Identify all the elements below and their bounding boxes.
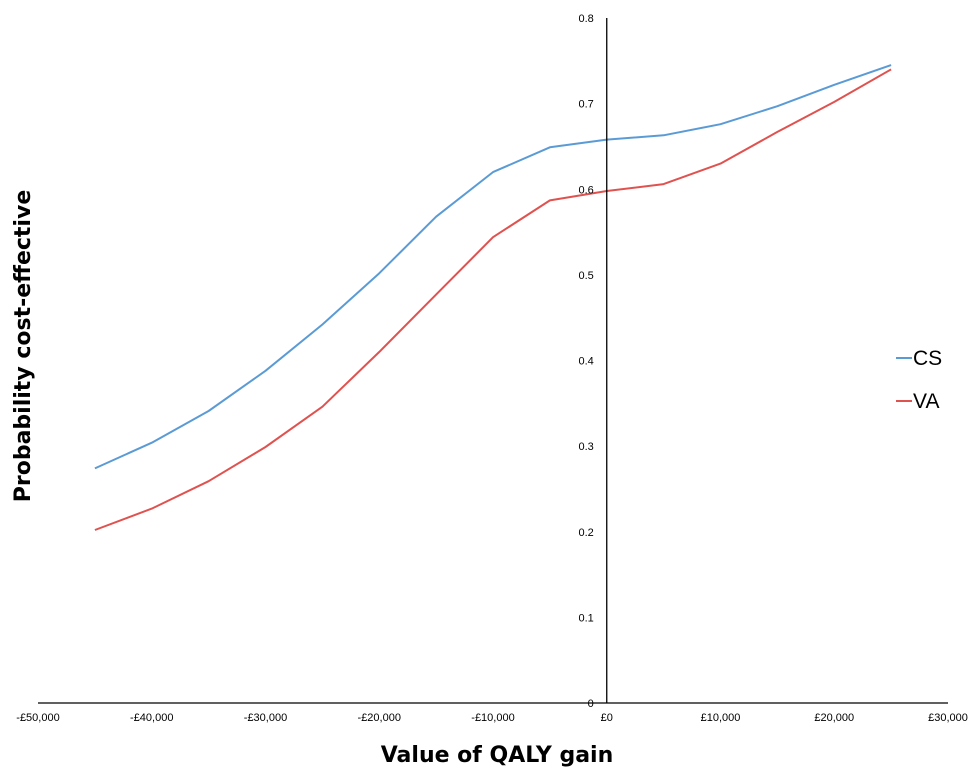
y-tick-labels: 0 0.1 0.2 0.3 0.4 0.5 0.6 0.7 0.8 [578, 13, 593, 710]
legend-item-va: VA [896, 390, 939, 413]
y-tick-label: 0.6 [578, 184, 593, 196]
x-tick-label: -£50,000 [16, 712, 59, 724]
x-tick-label: -£30,000 [244, 712, 287, 724]
y-tick-label: 0.8 [578, 13, 593, 25]
y-tick-label: 0.2 [578, 527, 593, 539]
y-tick-label: 0.7 [578, 99, 593, 111]
x-tick-label: £20,000 [814, 712, 854, 724]
x-tick-label: -£40,000 [130, 712, 173, 724]
x-tick-label: £0 [601, 712, 613, 724]
series-line-va [94, 68, 892, 531]
legend-label: CS [913, 347, 942, 370]
x-tick-label: £10,000 [701, 712, 741, 724]
series-line-cs [94, 64, 892, 470]
x-axis-title: Value of QALY gain [381, 743, 614, 768]
x-tick-label: -£10,000 [471, 712, 514, 724]
y-tick-label: 0.4 [578, 356, 593, 368]
x-tick-labels: -£50,000 -£40,000 -£30,000 -£20,000 -£10,000… [16, 712, 968, 724]
legend-label: VA [913, 390, 939, 413]
y-axis-title: Probability cost-effective [11, 190, 36, 503]
y-tick-label: 0.1 [578, 612, 593, 624]
legend: CS VA [896, 347, 942, 413]
legend-item-cs: CS [896, 347, 942, 370]
series-lines [94, 64, 892, 531]
x-tick-label: £30,000 [928, 712, 968, 724]
y-tick-label: 0 [588, 698, 594, 710]
x-tick-label: -£20,000 [358, 712, 401, 724]
y-tick-label: 0.3 [578, 441, 593, 453]
y-tick-label: 0.5 [578, 270, 593, 282]
